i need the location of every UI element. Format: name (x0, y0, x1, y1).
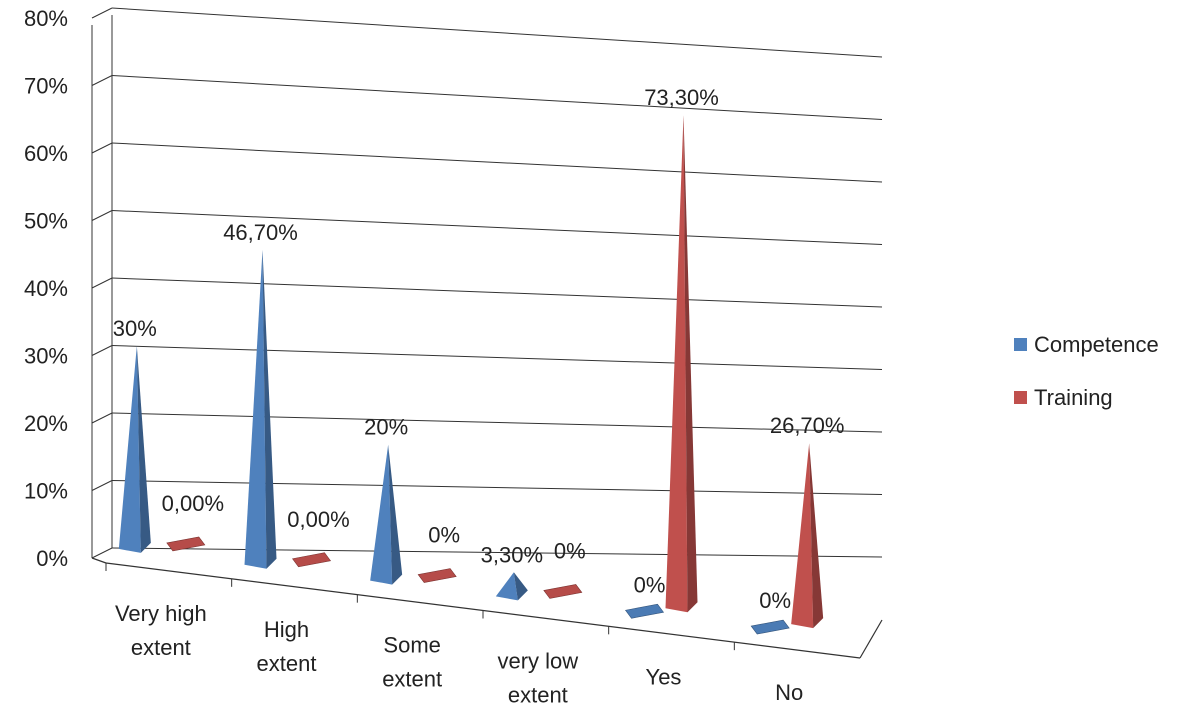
wall-gridline (91, 547, 113, 559)
cone-front-face-2 (370, 444, 393, 585)
cone-flat-5 (750, 619, 790, 635)
cone-side-face-0 (136, 345, 151, 553)
data-label: 0% (428, 523, 460, 548)
legend-swatch-competence (1014, 338, 1027, 351)
legend: Competence Training (1014, 332, 1159, 410)
cone-front-face-1 (244, 249, 267, 569)
data-label: 0,00% (287, 507, 349, 532)
floor-left-edge (91, 557, 107, 564)
floor-right-edge (859, 619, 883, 659)
cone-side-face-1 (262, 249, 277, 569)
data-label: 46,70% (223, 220, 298, 245)
data-label: 20% (364, 415, 408, 440)
x-category-label: Yes (646, 664, 682, 689)
wall-gridline (91, 412, 113, 424)
y-tick-label: 70% (24, 74, 68, 99)
data-label: 26,70% (770, 413, 845, 438)
legend-label: Competence (1034, 332, 1159, 357)
cone-front-face-5 (791, 443, 814, 629)
data-series (118, 115, 824, 635)
legend-label: Training (1034, 385, 1113, 410)
gridline (111, 412, 883, 433)
x-category-label: High extent (257, 617, 317, 676)
cone-side-face-3 (513, 572, 528, 601)
data-labels: 30% 46,70% 20% 3,30% 0% 0% 0,00% 0,00% 0% 0% 73,30… (113, 85, 845, 613)
y-axis-ticks: 0% 10% 20% 30% 40% 50% 60% 70% 80% (24, 6, 68, 571)
gridline (111, 210, 883, 245)
y-tick-label: 10% (24, 479, 68, 504)
legend-swatch-training (1014, 391, 1027, 404)
wall-gridline (91, 345, 113, 356)
y-tick-label: 20% (24, 411, 68, 436)
y-tick-label: 50% (24, 209, 68, 234)
cone-flat-0 (166, 536, 206, 552)
y-tick-label: 60% (24, 141, 68, 166)
wall-gridline (91, 210, 113, 221)
gridline (111, 345, 883, 370)
cone-flat-2 (417, 568, 457, 583)
gridline (111, 7, 883, 58)
data-label: 30% (113, 316, 157, 341)
x-category-label: very low extent (497, 648, 578, 707)
wall-gridline (91, 7, 113, 19)
cone-side-face-2 (388, 444, 403, 585)
cone-front-face-4 (665, 115, 688, 613)
cone-side-face-5 (809, 443, 824, 629)
y-tick-label: 0% (36, 546, 68, 571)
data-label: 3,30% (481, 542, 543, 567)
wall-gridline (91, 480, 113, 491)
series-competence (118, 249, 790, 635)
gridline (111, 480, 883, 495)
x-axis-categories: Very high extent High extent Some extent very … (115, 601, 803, 708)
x-category-label: No (775, 680, 803, 705)
cone-side-face-4 (683, 115, 698, 613)
series-training (166, 115, 824, 629)
cone-front-face-0 (118, 345, 141, 553)
cone-flat-4 (624, 603, 665, 619)
data-label: 73,30% (644, 85, 719, 110)
x-category-label: Very high extent (115, 601, 207, 660)
x-category-label: Some extent (382, 633, 442, 692)
cone-flat-3 (543, 584, 583, 599)
gridline (111, 547, 883, 558)
data-label: 0% (554, 538, 586, 563)
wall-gridline (91, 277, 113, 289)
y-tick-label: 80% (24, 6, 68, 31)
gridline (111, 142, 883, 183)
wall-gridline (91, 75, 113, 86)
cone-flat-1 (291, 552, 332, 568)
y-tick-label: 30% (24, 344, 68, 369)
y-tick-label: 40% (24, 276, 68, 301)
cone-front-face-3 (495, 572, 518, 601)
axes (91, 15, 883, 659)
data-label: 0% (759, 588, 791, 613)
gridline (111, 277, 883, 308)
gridline (111, 75, 883, 120)
gridlines (91, 7, 883, 559)
wall-gridline (91, 142, 113, 154)
data-label: 0,00% (162, 491, 224, 516)
data-label: 0% (634, 572, 666, 597)
